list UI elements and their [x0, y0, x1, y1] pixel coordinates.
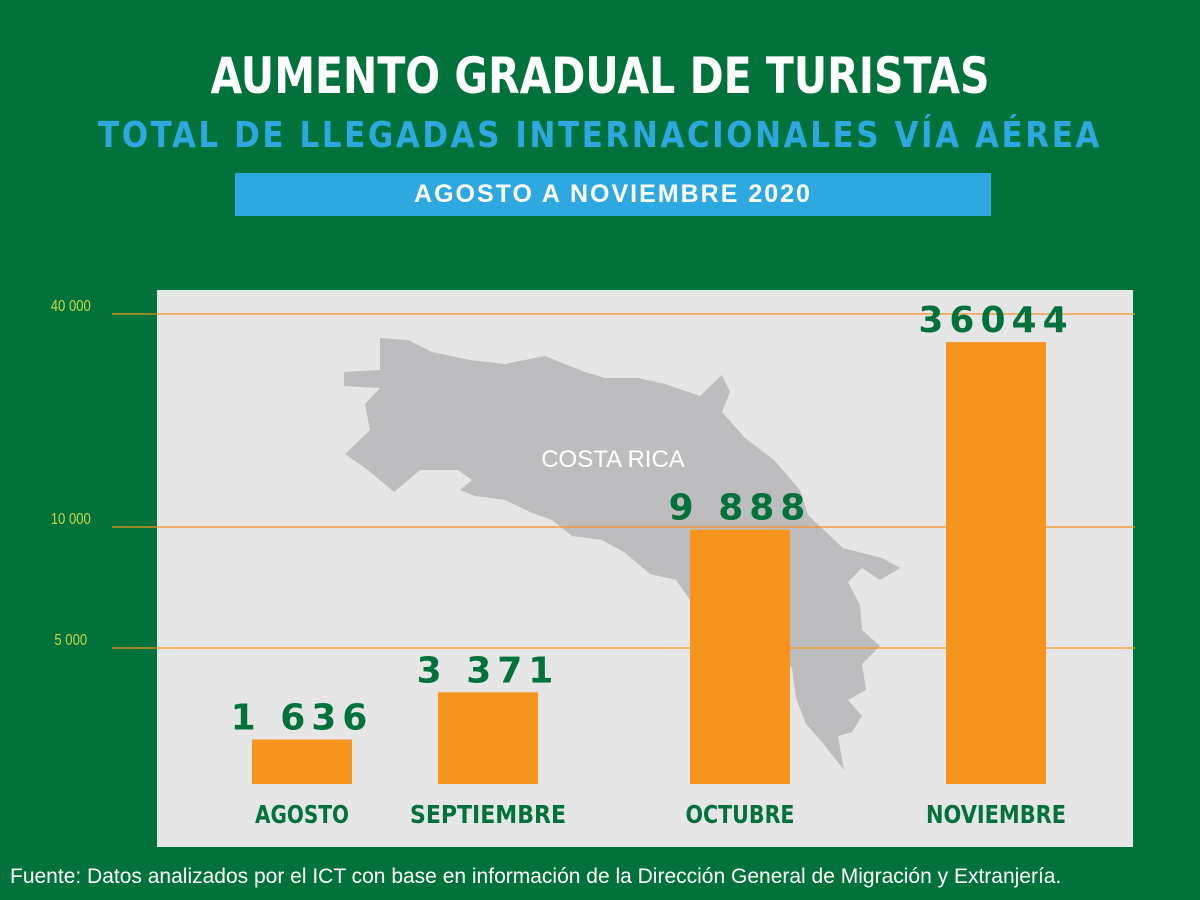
value-label: 9 888 — [669, 488, 812, 529]
category-label: OCTUBRE — [686, 800, 795, 829]
y-tick-label: 10 000 — [51, 511, 91, 528]
category-label: SEPTIEMBRE — [410, 800, 566, 829]
y-tick-label: 5 000 — [54, 632, 87, 649]
bars: 1 636 AGOSTO 3 371 SEPTIEMBRE 9 888 OCTUBRE 36… — [231, 300, 1073, 829]
category-label: AGOSTO — [255, 800, 349, 829]
period-banner: AGOSTO A NOVIEMBRE 2020 — [235, 173, 991, 216]
map-label: COSTA RICA — [541, 446, 685, 473]
bar — [252, 739, 352, 784]
bar — [438, 692, 538, 784]
costa-rica-gulf — [455, 496, 520, 562]
source-note: Fuente: Datos analizados por el ICT con … — [10, 865, 1062, 888]
chart-title: AUMENTO GRADUAL DE TURISTAS — [210, 47, 990, 105]
costa-rica-map — [344, 338, 900, 770]
value-label: 3 371 — [417, 650, 560, 691]
value-label: 36044 — [918, 300, 1073, 341]
bar — [690, 529, 790, 784]
value-label: 1 636 — [231, 698, 374, 739]
chart-subtitle: TOTAL DE LLEGADAS INTERNACIONALES VÍA AÉ… — [98, 115, 1102, 156]
category-label: NOVIEMBRE — [926, 800, 1066, 829]
bar — [946, 342, 1046, 784]
y-tick-label: 40 000 — [51, 298, 91, 315]
